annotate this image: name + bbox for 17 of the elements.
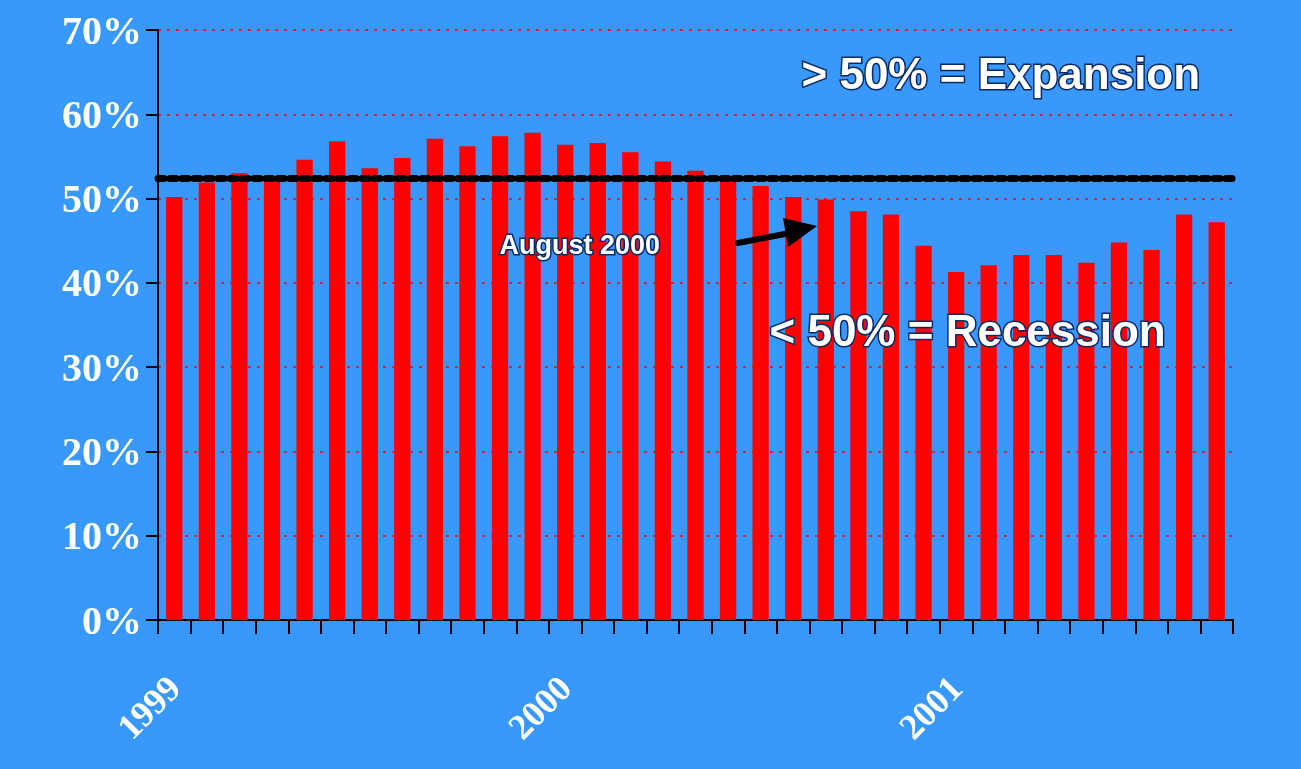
y-tick-label: 20% bbox=[62, 428, 142, 474]
y-tick-label: 50% bbox=[62, 176, 142, 222]
bar bbox=[361, 168, 378, 620]
bar bbox=[198, 182, 216, 620]
bar bbox=[687, 170, 704, 620]
annotation: > 50% = Expansion bbox=[801, 49, 1201, 98]
bar bbox=[426, 138, 444, 620]
y-tick-label: 60% bbox=[62, 91, 142, 137]
y-tick-label: 40% bbox=[62, 260, 142, 306]
y-tick-label: 30% bbox=[62, 344, 142, 390]
y-tick-label: 0% bbox=[82, 597, 142, 643]
y-tick-label: 70% bbox=[62, 7, 142, 53]
y-tick-label: 10% bbox=[62, 513, 142, 559]
bar bbox=[263, 180, 281, 620]
bar bbox=[166, 196, 183, 620]
bar bbox=[1208, 222, 1225, 620]
bar bbox=[329, 141, 346, 620]
